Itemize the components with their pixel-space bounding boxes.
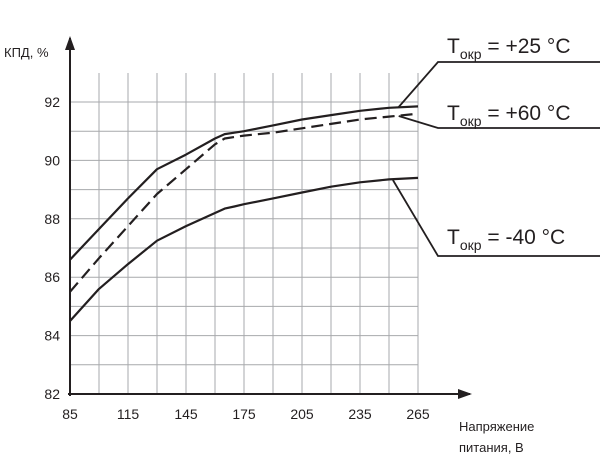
x-tick-label: 265 (406, 406, 430, 422)
series-line-1 (69, 105, 419, 261)
x-tick-label: 115 (117, 406, 140, 422)
y-tick-label: 82 (44, 386, 60, 402)
x-tick-label: 175 (232, 406, 256, 422)
axes (65, 36, 472, 399)
x-tick-label: 205 (290, 406, 314, 422)
leader-line-1 (398, 61, 600, 108)
x-tick-label: 85 (62, 406, 78, 422)
x-axis-title-line-1: Напряжение (459, 419, 534, 434)
series-line-2 (69, 112, 419, 293)
series-labels: Tокр = +25 °C Tокр = +60 °C Tокр = -40 °C (392, 35, 600, 257)
leader-line-3 (392, 179, 600, 257)
y-tick-label: 88 (44, 211, 60, 227)
series-label-2: Tокр = +60 °C (447, 102, 570, 129)
series-label-3: Tокр = -40 °C (447, 226, 565, 253)
x-tick-label: 235 (348, 406, 372, 422)
x-axis-title-line-2: питания, В (459, 440, 524, 455)
series-line-3 (69, 176, 419, 322)
series-label-1: Tокр = +25 °C (447, 35, 570, 62)
tick-labels: 85 115 145 175 205 235 265 82 84 86 88 90 92 (44, 94, 429, 422)
y-tick-label: 92 (44, 94, 60, 110)
y-tick-label: 86 (44, 269, 60, 285)
y-axis-title: КПД, % (4, 45, 49, 60)
y-tick-label: 90 (44, 152, 60, 168)
y-tick-label: 84 (44, 328, 60, 344)
x-tick-label: 145 (174, 406, 198, 422)
leader-line-2 (398, 115, 600, 129)
series-layer (69, 105, 419, 322)
